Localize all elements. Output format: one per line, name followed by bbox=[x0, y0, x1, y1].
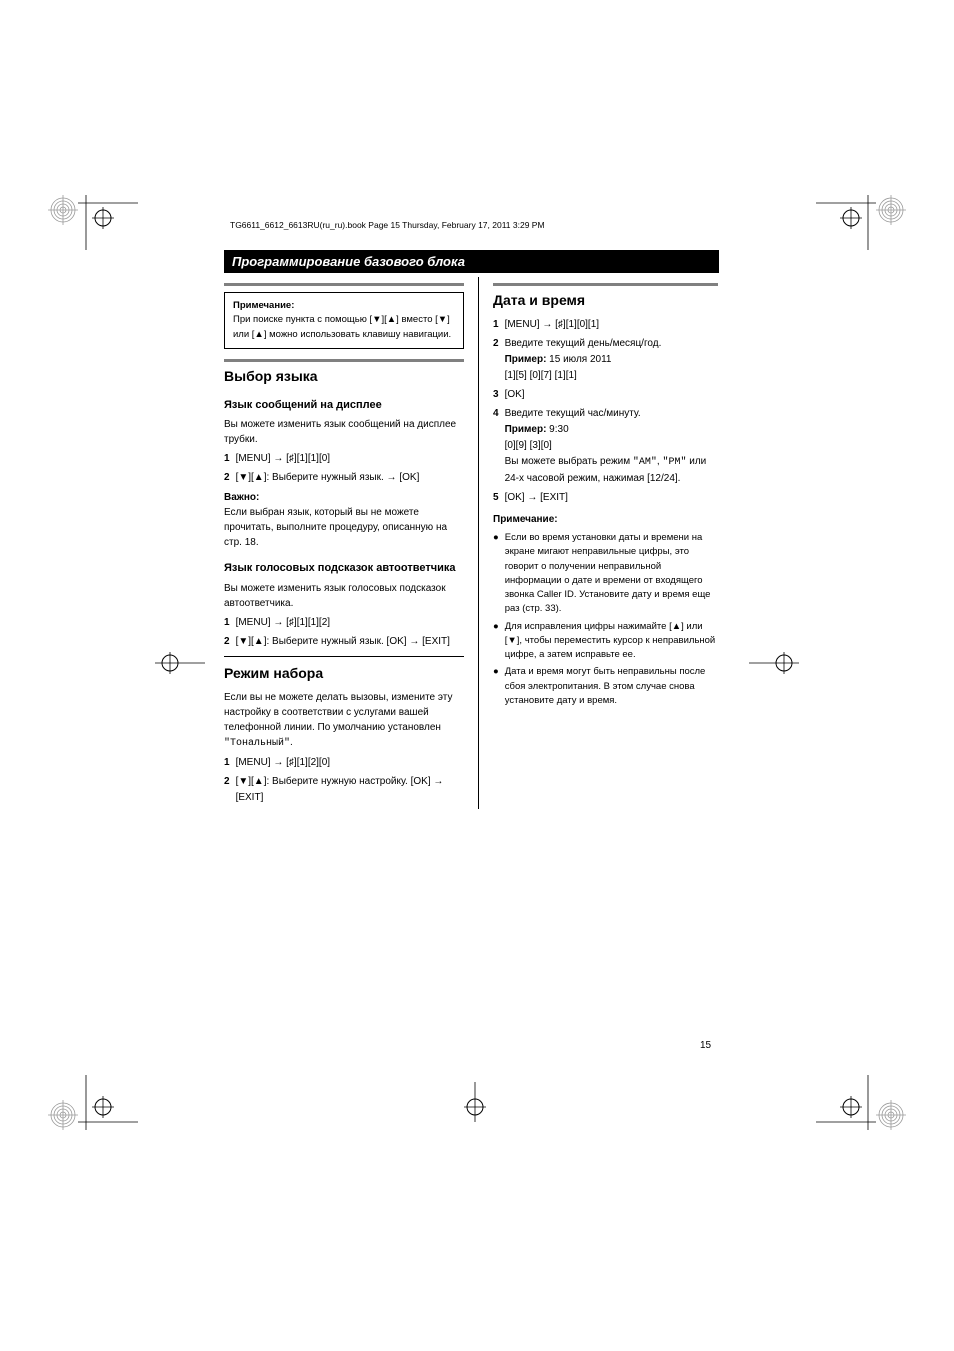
body-text: Если вы не можете делать вызовы, изменит… bbox=[224, 690, 464, 751]
left-column: Примечание: При поиске пункта с помощью … bbox=[224, 277, 464, 809]
page-number: 15 bbox=[700, 1040, 711, 1051]
subsection-voice-lang: Язык голосовых подсказок автоответчика bbox=[224, 560, 464, 577]
bullet-icon: ● bbox=[493, 531, 499, 617]
note-item: ● Дата и время могут быть неправильны по… bbox=[493, 665, 718, 708]
note-text: При поиске пункта с помощью [▼][▲] вмест… bbox=[233, 314, 451, 339]
section-title-dial-mode: Режим набора bbox=[224, 663, 464, 684]
step-num: 1 bbox=[224, 451, 230, 467]
page-header: Программирование базового блока bbox=[224, 250, 719, 273]
note-item: ● Для исправления цифры нажимайте [▲] ил… bbox=[493, 620, 718, 663]
step: 2 [▼][▲]: Выберите нужный язык. [OK] → [… bbox=[224, 634, 464, 650]
step-num: 2 bbox=[224, 774, 230, 806]
step: 4 Введите текущий час/минуту. Пример: 9:… bbox=[493, 406, 718, 487]
notes-list: ● Eсли во время установки даты и времени… bbox=[493, 531, 718, 708]
notes-label: Примечание: bbox=[493, 512, 718, 527]
body-text: Вы можете изменить язык голосовых подска… bbox=[224, 581, 464, 611]
step: 1 [MENU] → [♯][1][1][2] bbox=[224, 615, 464, 631]
body-text: Вы можете изменить язык сообщений на дис… bbox=[224, 417, 464, 447]
crop-mark-mr bbox=[749, 648, 799, 678]
subsection-display-lang: Язык сообщений на дисплее bbox=[224, 397, 464, 414]
step-body: [▼][▲]: Выберите нужный язык. → [OK] bbox=[236, 470, 464, 486]
step: 3 [OK] bbox=[493, 387, 718, 403]
bullet-icon: ● bbox=[493, 665, 499, 708]
step: 2 [▼][▲]: Выберите нужный язык. → [OK] bbox=[224, 470, 464, 486]
step: 2 [▼][▲]: Выберите нужную настройку. [OK… bbox=[224, 774, 464, 806]
right-column: Дата и время 1 [MENU] → [♯][1][0][1] 2 В… bbox=[478, 277, 718, 809]
section-title-datetime: Дата и время bbox=[493, 290, 718, 311]
note-item: ● Eсли во время установки даты и времени… bbox=[493, 531, 718, 617]
important-text: Важно: Если выбран язык, который вы не м… bbox=[224, 490, 464, 550]
step-num: 1 bbox=[224, 755, 230, 771]
step-num: 2 bbox=[224, 470, 230, 486]
crop-mark-tl bbox=[48, 195, 138, 285]
step: 2 Введите текущий день/месяц/год. Пример… bbox=[493, 336, 718, 384]
step: 1 [MENU] → [♯][1][2][0] bbox=[224, 755, 464, 771]
crop-mark-ml bbox=[155, 648, 205, 678]
divider bbox=[493, 283, 718, 286]
note-box: Примечание: При поиске пункта с помощью … bbox=[224, 292, 464, 349]
divider bbox=[224, 359, 464, 362]
step: 1 [MENU] → [♯][1][0][1] bbox=[493, 317, 718, 333]
divider bbox=[224, 283, 464, 286]
step-body: [MENU] → [♯][1][1][0] bbox=[236, 451, 464, 467]
step-num: 2 bbox=[224, 634, 230, 650]
step-num: 1 bbox=[224, 615, 230, 631]
page-content: Программирование базового блока Примечан… bbox=[224, 250, 719, 809]
divider bbox=[224, 656, 464, 657]
footer-manual-info: TG6611_6612_6613RU(ru_ru).book Page 15 T… bbox=[230, 220, 545, 230]
step: 5 [OK] → [EXIT] bbox=[493, 490, 718, 506]
crop-mark-tr bbox=[816, 195, 906, 285]
section-title-language: Выбор языка bbox=[224, 366, 464, 387]
step: 1 [MENU] → [♯][1][1][0] bbox=[224, 451, 464, 467]
crop-mark-bm bbox=[450, 1082, 500, 1122]
crop-mark-bl bbox=[48, 1040, 138, 1130]
note-label: Примечание: bbox=[233, 300, 294, 311]
crop-mark-br bbox=[816, 1040, 906, 1130]
bullet-icon: ● bbox=[493, 620, 499, 663]
